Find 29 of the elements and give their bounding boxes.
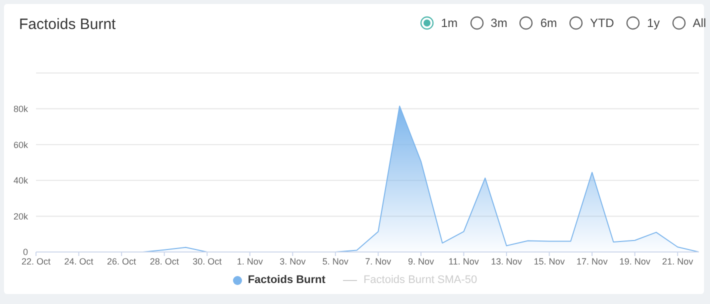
x-tick-label: 28. Oct [150, 256, 180, 266]
chart-title: Factoids Burnt [19, 16, 116, 33]
legend-label: Factoids Burnt [246, 274, 326, 286]
text: YTD [589, 16, 614, 30]
x-tick-label: 5. Nov [322, 256, 349, 266]
y-tick-label: 60k [13, 140, 28, 150]
x-tick-label: 15. Nov [534, 256, 566, 266]
text: 1m [440, 16, 458, 30]
text: All [692, 16, 706, 30]
x-tick-label: 11. Nov [448, 256, 480, 266]
x-tick-label: 3. Nov [280, 256, 306, 266]
y-tick-label: 20k [13, 211, 28, 222]
x-tick-label: 17. Nov [576, 256, 608, 266]
x-tick-label: 7. Nov [365, 256, 392, 266]
x-tick-label: 21. Nov [662, 256, 694, 266]
x-tick-label: 9. Nov [408, 256, 434, 266]
x-tick-label: 30. Oct [192, 256, 222, 266]
x-tick-label: 26. Oct [107, 256, 137, 266]
y-tick-label: 0 [22, 247, 28, 258]
text: 3m [490, 16, 508, 30]
x-tick-label: 24. Oct [64, 256, 94, 266]
x-tick-label: 1. Nov [236, 256, 264, 266]
y-tick-label: 40k [13, 176, 28, 186]
text: 6m [539, 16, 558, 30]
x-tick-label: 19. Nov [619, 256, 651, 266]
text: 1y [646, 16, 660, 30]
x-tick-label: 13. Nov [491, 256, 523, 266]
y-tick-label: 80k [13, 104, 28, 114]
x-tick-label: 22. Oct [21, 256, 52, 266]
